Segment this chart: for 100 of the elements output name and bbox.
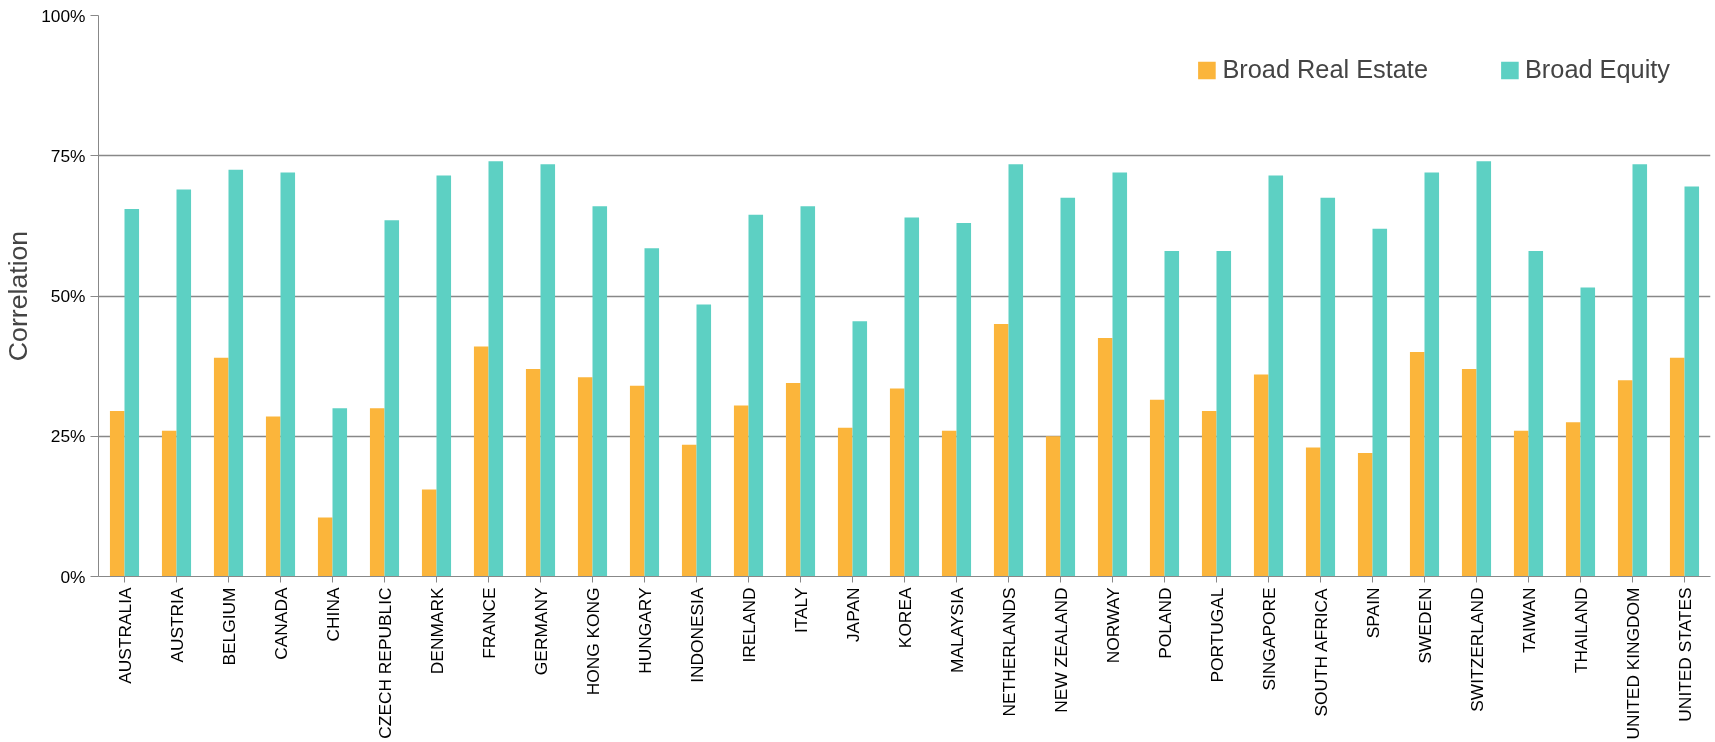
y-tick-label: 0% (60, 566, 86, 587)
bar (1216, 251, 1232, 577)
bar (213, 357, 229, 577)
bar (941, 430, 957, 577)
bar (1097, 338, 1113, 577)
x-tick-label: SPAIN (1362, 587, 1383, 639)
x-tick-label: SINGAPORE (1258, 587, 1279, 691)
bar (332, 408, 348, 577)
x-tick-label: POLAND (1154, 587, 1175, 659)
y-tick-label: 75% (50, 145, 86, 166)
bar (1045, 436, 1061, 577)
x-tick-label: NORWAY (1102, 587, 1123, 664)
x-tick-label: NETHERLANDS (998, 587, 1019, 717)
bar (1372, 228, 1388, 577)
bar (852, 321, 868, 577)
bar (176, 189, 192, 577)
bar (525, 368, 541, 577)
bar (488, 161, 504, 577)
bar (644, 248, 660, 577)
bar (733, 405, 749, 577)
bar (1565, 422, 1581, 577)
bar (265, 416, 281, 577)
bar (681, 444, 697, 577)
x-tick-label: JAPAN (842, 587, 863, 643)
bar (109, 411, 125, 577)
bar (161, 430, 177, 577)
bar (1476, 161, 1492, 577)
bar (800, 206, 816, 577)
bar (993, 324, 1009, 577)
bar (1424, 172, 1440, 577)
y-tick-label: 50% (50, 286, 86, 306)
bar (384, 220, 400, 577)
y-axis-title: Correlation (3, 230, 34, 362)
x-tick-label: PORTUGAL (1206, 587, 1227, 683)
x-tick-label: IRELAND (738, 587, 759, 663)
y-tick-label: 100% (41, 5, 86, 26)
x-tick-label: SWEDEN (1414, 587, 1435, 664)
bar (696, 304, 712, 577)
bar (1149, 399, 1165, 577)
x-tick-label: AUSTRALIA (114, 587, 135, 684)
bar (956, 223, 972, 577)
bar (1632, 164, 1648, 577)
bar (904, 217, 920, 577)
bar (1684, 186, 1700, 577)
bar (1305, 447, 1321, 577)
x-tick-label: HUNGARY (634, 587, 655, 674)
bar (1461, 368, 1477, 577)
x-tick-label: NEW ZEALAND (1050, 587, 1071, 713)
x-tick-label: THAILAND (1570, 587, 1591, 674)
bar (1528, 251, 1544, 577)
x-tick-label: BELGIUM (218, 587, 239, 666)
x-tick-label: CANADA (270, 587, 291, 660)
x-tick-label: KOREA (894, 587, 915, 649)
bar (785, 382, 801, 577)
x-tick-label: DENMARK (426, 587, 447, 675)
x-tick-label: TAIWAN (1518, 587, 1539, 653)
x-tick-label: ITALY (790, 587, 811, 634)
bar (280, 172, 296, 577)
x-tick-label: FRANCE (478, 587, 499, 659)
y-tick-label: 25% (50, 426, 86, 447)
bar (1409, 352, 1425, 577)
x-tick-label: INDONESIA (686, 587, 707, 683)
bar (889, 388, 905, 577)
bar (369, 408, 385, 577)
bar (1112, 172, 1128, 577)
bar (629, 385, 645, 577)
x-tick-label: SWITZERLAND (1466, 587, 1487, 712)
bar (421, 489, 437, 577)
x-tick-label: MALAYSIA (946, 587, 967, 673)
x-tick-label: UNITED KINGDOM (1622, 587, 1643, 740)
bar (1320, 197, 1336, 577)
bar (577, 377, 593, 577)
bar (1201, 411, 1217, 577)
bar (1060, 197, 1076, 577)
bar (1008, 164, 1024, 577)
bar (473, 346, 489, 577)
bar (837, 427, 853, 577)
bar (540, 164, 556, 577)
x-tick-label: AUSTRIA (166, 587, 187, 663)
bar (1669, 357, 1685, 577)
bar (1268, 175, 1284, 577)
bar (124, 209, 140, 577)
bar (1617, 380, 1633, 577)
x-tick-label: UNITED STATES (1674, 587, 1695, 722)
bar (1580, 287, 1596, 577)
x-tick-label: GERMANY (530, 587, 551, 676)
legend-label: Broad Real Estate (1222, 55, 1428, 84)
legend-label: Broad Equity (1524, 55, 1670, 84)
x-tick-label: CHINA (322, 587, 343, 642)
bar (748, 214, 764, 577)
bar (317, 517, 333, 577)
bar (1253, 374, 1269, 577)
bar (228, 169, 244, 577)
bar (592, 206, 608, 577)
bar (436, 175, 452, 577)
x-tick-label: HONG KONG (582, 587, 603, 696)
bar (1164, 251, 1180, 577)
x-tick-label: SOUTH AFRICA (1310, 588, 1331, 717)
bar (1357, 453, 1373, 577)
x-tick-label: CZECH REPUBLIC (374, 587, 395, 739)
